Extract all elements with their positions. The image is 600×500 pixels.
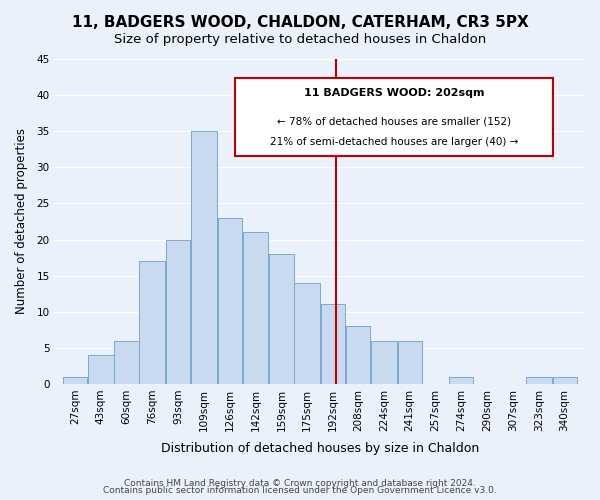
Text: Contains HM Land Registry data © Crown copyright and database right 2024.: Contains HM Land Registry data © Crown c…	[124, 478, 476, 488]
Bar	[62, 376, 87, 384]
Bar	[269, 254, 293, 384]
FancyBboxPatch shape	[235, 78, 553, 156]
Bar	[218, 218, 242, 384]
Bar	[449, 376, 473, 384]
X-axis label: Distribution of detached houses by size in Chaldon: Distribution of detached houses by size …	[161, 442, 479, 455]
Bar	[242, 232, 268, 384]
Bar	[166, 240, 190, 384]
Text: 11 BADGERS WOOD: 202sqm: 11 BADGERS WOOD: 202sqm	[304, 88, 484, 98]
Bar	[371, 340, 397, 384]
Bar	[88, 355, 113, 384]
Bar	[553, 376, 577, 384]
Text: Size of property relative to detached houses in Chaldon: Size of property relative to detached ho…	[114, 32, 486, 46]
Bar	[321, 304, 345, 384]
Bar	[294, 283, 320, 384]
Text: 11, BADGERS WOOD, CHALDON, CATERHAM, CR3 5PX: 11, BADGERS WOOD, CHALDON, CATERHAM, CR3…	[71, 15, 529, 30]
Bar	[526, 376, 552, 384]
Y-axis label: Number of detached properties: Number of detached properties	[15, 128, 28, 314]
Bar	[346, 326, 370, 384]
Bar	[139, 261, 165, 384]
Text: Contains public sector information licensed under the Open Government Licence v3: Contains public sector information licen…	[103, 486, 497, 495]
Text: 21% of semi-detached houses are larger (40) →: 21% of semi-detached houses are larger (…	[270, 138, 518, 147]
Bar	[398, 340, 422, 384]
Text: ← 78% of detached houses are smaller (152): ← 78% of detached houses are smaller (15…	[277, 116, 511, 126]
Bar	[191, 131, 217, 384]
Bar	[115, 340, 139, 384]
